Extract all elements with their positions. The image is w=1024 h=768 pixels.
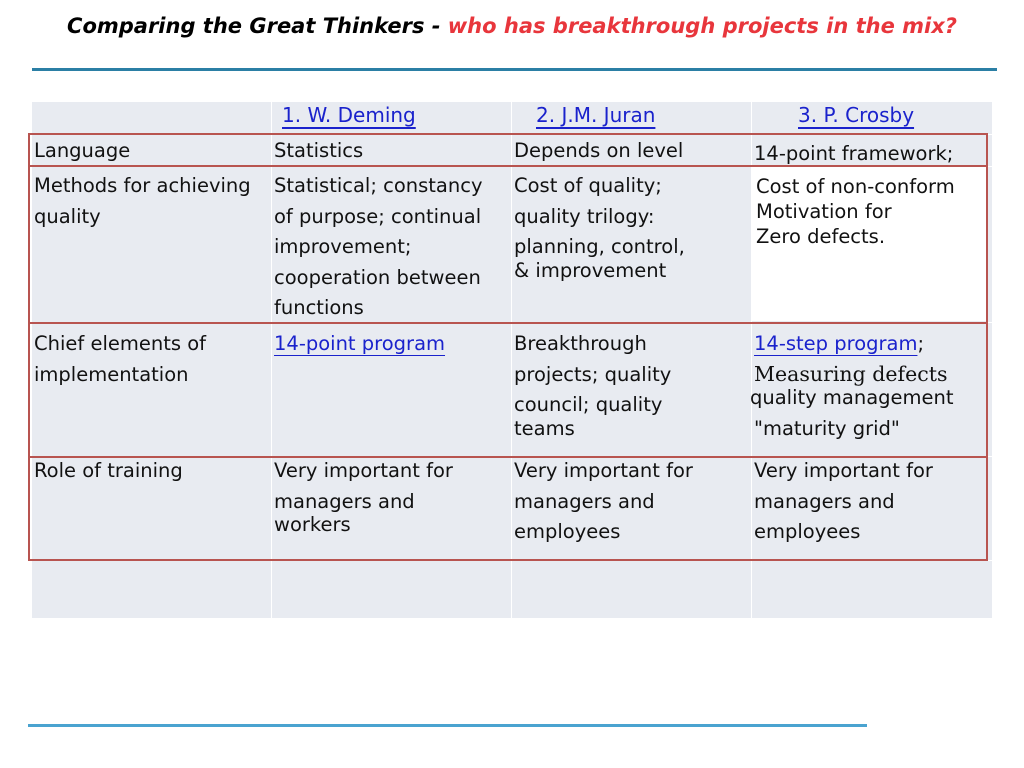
column-divider — [751, 102, 752, 618]
cell-juran-methods: Cost of quality; quality trilogy: planning… — [514, 174, 685, 282]
title-divider — [32, 68, 997, 71]
cell-deming-implementation: 14-point program — [274, 329, 445, 360]
row-label-methods: Methods for achieving quality — [34, 174, 251, 228]
footer-divider — [28, 724, 867, 727]
row-outline-language — [28, 133, 988, 167]
cell-deming-methods: Statistical; constancy of purpose; contin… — [274, 174, 483, 319]
slide-title: Comparing the Great Thinkers - who has b… — [0, 14, 1024, 38]
row-label-implementation: Chief elements of implementation — [34, 332, 207, 386]
header-juran[interactable]: 2. J.M. Juran — [536, 103, 656, 127]
cell-deming-language: Statistics — [274, 139, 364, 162]
title-main: Comparing the Great Thinkers - — [67, 14, 448, 38]
header-deming[interactable]: 1. W. Deming — [282, 103, 416, 127]
cell-juran-training: Very important for managers and employees — [514, 459, 693, 543]
cell-crosby-methods: Cost of non-conform Motivation for Zero de… — [756, 175, 955, 248]
row-label-training: Role of training — [34, 459, 183, 482]
row-outline-training — [28, 456, 988, 561]
row-outline-implementation — [28, 322, 988, 458]
cell-highlight — [752, 167, 988, 321]
14-step-program-link[interactable]: 14-step program — [754, 332, 918, 355]
column-divider — [271, 102, 272, 618]
row-outline-methods — [28, 165, 988, 324]
row-label-language: Language — [34, 139, 131, 162]
cell-juran-language: Depends on level — [514, 139, 684, 162]
cell-deming-training: Very important for managers and workers — [274, 459, 453, 536]
cell-crosby-implementation: 14-step program; Measuring defects quali… — [750, 332, 954, 440]
cell-juran-implementation: Breakthrough projects; quality council; qu… — [514, 332, 672, 440]
column-divider — [511, 102, 512, 618]
cell-crosby-language: 14-point framework; — [754, 142, 954, 165]
14-point-program-link[interactable]: 14-point program — [274, 332, 446, 355]
title-highlight: who has breakthrough projects in the mix… — [447, 14, 957, 38]
header-crosby[interactable]: 3. P. Crosby — [798, 103, 915, 127]
cell-crosby-training: Very important for managers and employees — [754, 459, 933, 543]
